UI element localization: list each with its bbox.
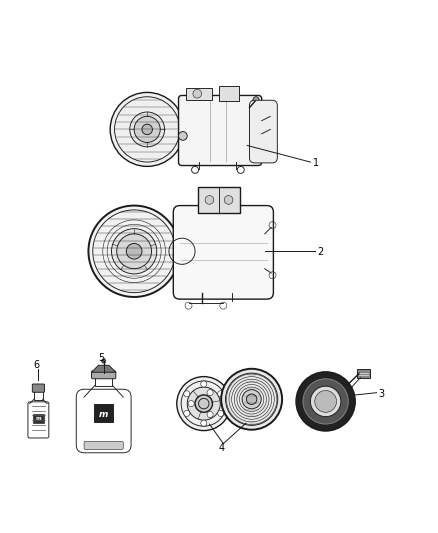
Bar [95, 377, 113, 386]
Circle shape [177, 377, 231, 431]
Bar [34, 391, 43, 400]
Circle shape [311, 386, 341, 417]
Circle shape [193, 90, 201, 98]
Bar [186, 87, 212, 100]
Circle shape [134, 116, 160, 142]
Circle shape [303, 379, 348, 424]
FancyBboxPatch shape [92, 371, 116, 379]
Circle shape [130, 112, 165, 147]
FancyBboxPatch shape [198, 187, 240, 213]
Circle shape [126, 244, 142, 259]
FancyBboxPatch shape [28, 402, 49, 438]
Circle shape [207, 390, 213, 395]
Circle shape [184, 410, 190, 416]
Text: 6: 6 [33, 360, 39, 370]
Circle shape [218, 391, 224, 397]
Circle shape [224, 196, 233, 204]
FancyBboxPatch shape [84, 441, 123, 449]
Text: 4: 4 [218, 443, 224, 453]
FancyBboxPatch shape [250, 100, 277, 163]
Circle shape [221, 369, 282, 430]
Text: 5: 5 [99, 353, 105, 363]
Circle shape [88, 206, 180, 297]
Bar [219, 86, 239, 101]
Bar [33, 415, 44, 423]
Text: m: m [35, 416, 41, 421]
Circle shape [315, 391, 336, 413]
Text: 3: 3 [378, 389, 385, 399]
Circle shape [201, 420, 207, 426]
Text: 1: 1 [313, 158, 319, 168]
Bar [94, 405, 113, 422]
Circle shape [117, 234, 152, 269]
FancyBboxPatch shape [32, 384, 45, 392]
Text: 2: 2 [317, 247, 323, 257]
Circle shape [179, 132, 187, 140]
Circle shape [188, 400, 194, 407]
Circle shape [253, 97, 259, 103]
Circle shape [184, 391, 190, 397]
FancyBboxPatch shape [76, 389, 131, 453]
FancyBboxPatch shape [173, 206, 273, 299]
Circle shape [110, 92, 184, 166]
Circle shape [195, 395, 212, 413]
Circle shape [102, 359, 106, 363]
Circle shape [187, 387, 220, 420]
Polygon shape [92, 365, 116, 372]
Circle shape [207, 411, 213, 417]
Circle shape [218, 410, 224, 416]
Circle shape [242, 390, 261, 409]
FancyBboxPatch shape [357, 369, 370, 378]
Circle shape [201, 381, 207, 387]
Circle shape [112, 229, 157, 274]
FancyBboxPatch shape [179, 95, 261, 166]
Circle shape [142, 124, 152, 135]
Circle shape [296, 372, 355, 431]
Text: m: m [99, 409, 108, 418]
Circle shape [205, 196, 214, 204]
Circle shape [247, 394, 257, 405]
